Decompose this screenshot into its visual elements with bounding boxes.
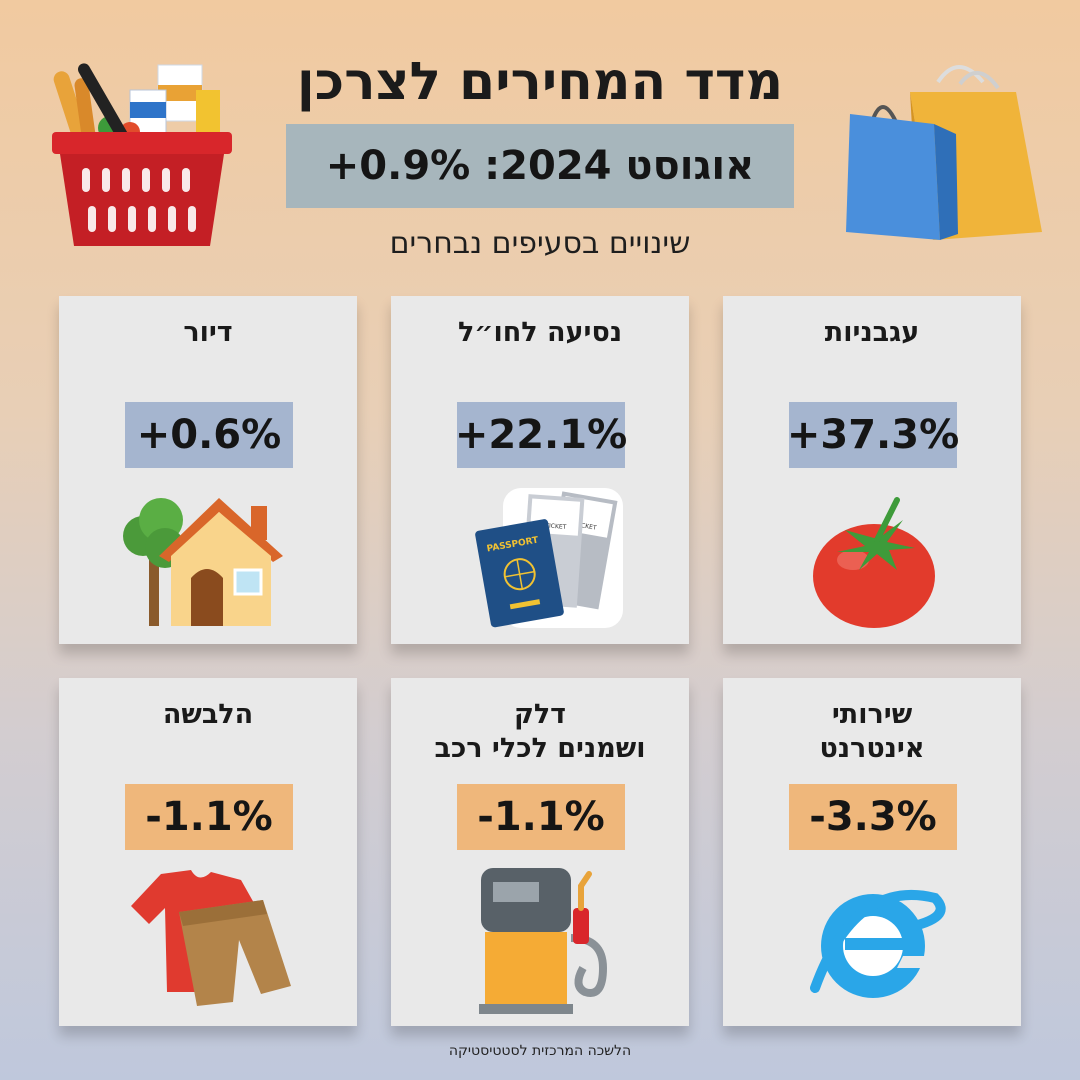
change-badge: -1.1%	[457, 784, 625, 850]
page-title: מדד המחירים לצרכן	[296, 52, 784, 112]
source-credit: הלשכה המרכזית לסטטיסטיקה	[448, 1043, 632, 1059]
ticket-text: AIR TICKET	[533, 522, 567, 531]
passport-tickets-icon: AIR TICKET AIR TICKET PASSPORT	[475, 488, 623, 628]
card-label: נסיעה לחו״ל	[457, 317, 623, 348]
card-housing: דיור +0.6%	[59, 296, 357, 644]
shopping-bags-icon	[846, 65, 1042, 240]
house-icon	[123, 498, 283, 626]
change-badge: +0.6%	[125, 402, 293, 468]
card-clothing: הלבשה -1.1%	[59, 678, 357, 1026]
clothing-icon	[131, 870, 291, 1006]
change-badge: +37.3%	[787, 402, 959, 468]
card-label: שירותי אינטרנט	[819, 699, 925, 764]
card-label: דיור	[183, 317, 233, 348]
card-label: עגבניות	[824, 317, 920, 348]
card-label: דלק ושמנים לכלי רכב	[434, 699, 646, 764]
change-badge: -3.3%	[789, 784, 957, 850]
shopping-basket-icon	[52, 63, 232, 246]
tomato-icon	[813, 497, 935, 628]
change-badge: +22.1%	[455, 402, 627, 468]
card-label: הלבשה	[162, 699, 254, 730]
monthly-index-banner: אוגוסט 2024: 0.9%+	[286, 124, 794, 208]
card-tomatoes: עגבניות +37.3%	[723, 296, 1021, 644]
internet-explorer-icon	[810, 889, 946, 998]
card-fuel-and-oils: דלק ושמנים לכלי רכב -1.1%	[391, 678, 689, 1026]
fuel-pump-icon	[479, 868, 608, 1014]
change-badge: -1.1%	[125, 784, 293, 850]
page-subtitle: שינויים בסעיפים נבחרים	[389, 226, 691, 261]
card-travel-abroad: נסיעה לחו״ל +22.1% AIR TICKET AIR TICKET…	[391, 296, 689, 644]
card-internet-services: שירותי אינטרנט -3.3%	[723, 678, 1021, 1026]
